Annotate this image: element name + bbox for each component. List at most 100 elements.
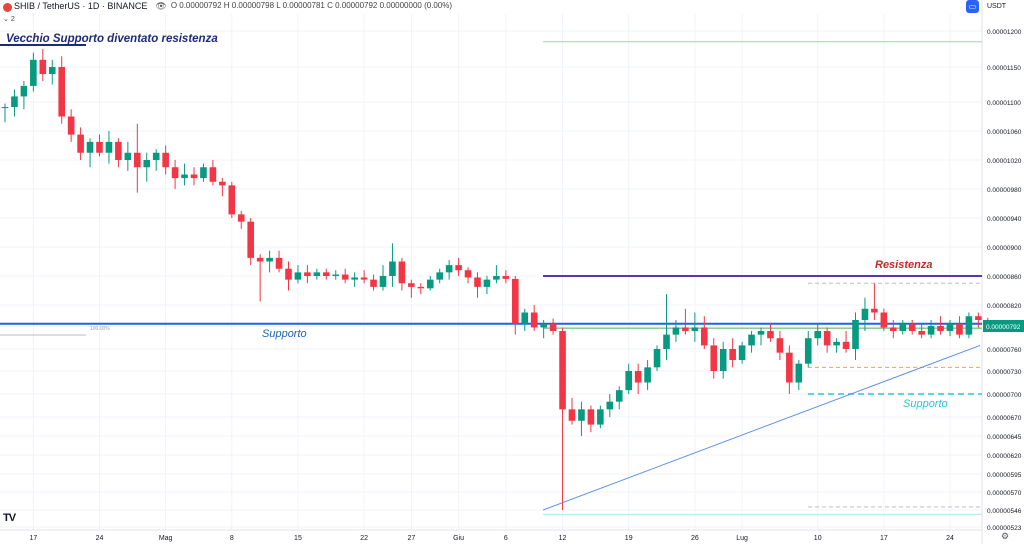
x-tick-label: 15 [294,535,302,542]
candle-body [937,326,944,332]
y-tick-label: 0.00000730 [987,369,1022,376]
last-price-label: 0.00000792 [986,324,1021,331]
candle-body [908,323,916,332]
candle-body [597,409,604,425]
x-tick-label: 26 [691,535,699,542]
candle-body [190,174,198,179]
y-tick-label: 0.00000595 [987,472,1022,479]
annotation-label: Vecchio Supporto diventato resistenza [6,33,218,45]
candle-body [927,326,935,335]
candle-body [266,257,273,262]
candle-body [767,331,774,339]
candle-body [710,345,718,371]
candle-body [370,279,377,287]
candle-body [965,316,973,335]
candle-body [275,257,283,269]
candle-body [351,277,358,280]
indicator-toggle[interactable]: ⌄ 2 [3,16,15,23]
candle-body [559,331,566,410]
candle-body [549,323,557,332]
candle-body [332,274,340,276]
y-tick-label: 0.00000700 [987,392,1022,399]
annotation-label: Supporto [903,398,948,410]
x-tick-label: 24 [96,535,104,542]
candle-body [852,320,859,349]
indicator-count: 2 [10,16,15,23]
candle-body [313,272,321,276]
candle-body [426,279,434,289]
candle-body [256,257,264,262]
eye-icon[interactable]: 👁 [155,1,167,11]
candle-body [738,345,746,360]
candle-body [389,261,396,276]
candle-body [663,334,670,349]
candle-body [804,338,812,364]
x-tick-label: 19 [625,535,633,542]
candle-body [181,174,188,179]
x-tick-label: Mag [159,535,173,542]
annotation-label: Supporto [262,328,307,340]
candle-body [219,181,226,186]
candle-body [455,265,462,271]
candle-body [436,272,443,280]
candle-body [729,349,736,360]
candle-body [691,327,699,332]
candle-body [39,59,47,74]
candle-body [474,277,481,287]
candle-body [682,327,689,332]
candle-body [634,371,642,383]
candle-body [786,352,793,383]
candle-body [11,96,18,108]
y-tick-label: 0.00000940 [987,216,1022,223]
candle-body [323,272,330,276]
candle-body [890,327,897,332]
y-tick-label: 0.00000620 [987,453,1022,460]
candle-body [105,141,113,153]
candle-body [379,276,387,287]
tradingview-logo-icon[interactable]: TV [3,512,16,524]
candle-body [814,331,821,339]
candle-body [540,323,547,328]
candle-body [408,283,415,287]
x-tick-label: 6 [504,535,508,542]
x-tick-label: Giu [453,535,464,542]
candle-body [578,409,585,421]
candle-body [20,85,28,97]
candle-body [946,323,954,332]
trend-line [542,344,981,511]
y-tick-label: 0.00000760 [987,347,1022,354]
candle-body [521,312,529,324]
candle-body [861,308,869,320]
candle-body [672,327,680,335]
candle-body [124,152,132,160]
candle-body [398,261,406,284]
candle-body [823,331,831,346]
y-tick-label: 0.00000980 [987,187,1022,194]
candle-body [48,67,56,74]
y-tick-label: 0.00000670 [987,415,1022,422]
settings-gear-icon[interactable]: ⚙ [1001,531,1010,541]
candle-body [115,141,122,160]
candle-body [483,279,491,287]
candle-body [587,409,595,425]
candle-body [77,134,84,153]
y-tick-label: 0.00000523 [987,525,1022,532]
candle-body [200,167,207,179]
y-tick-label: 0.00000645 [987,434,1022,441]
x-tick-label: Lug [736,535,748,542]
candle-body [171,167,179,179]
y-tick-label: 0.00000900 [987,245,1022,252]
candle-body [748,334,755,346]
last-price-tag [983,320,1024,332]
candle-body [341,274,349,280]
candle-body [96,141,103,153]
currency-label[interactable]: USDT [987,3,1007,10]
symbol-title[interactable]: SHIB / TetherUS · 1D · BINANCE [14,1,148,11]
candle-body [880,312,888,328]
candle-body [152,152,160,160]
currency-icon[interactable]: ▭ [966,0,979,13]
x-tick-label: 22 [360,535,368,542]
candle-body [502,276,510,279]
candle-body [512,278,519,324]
